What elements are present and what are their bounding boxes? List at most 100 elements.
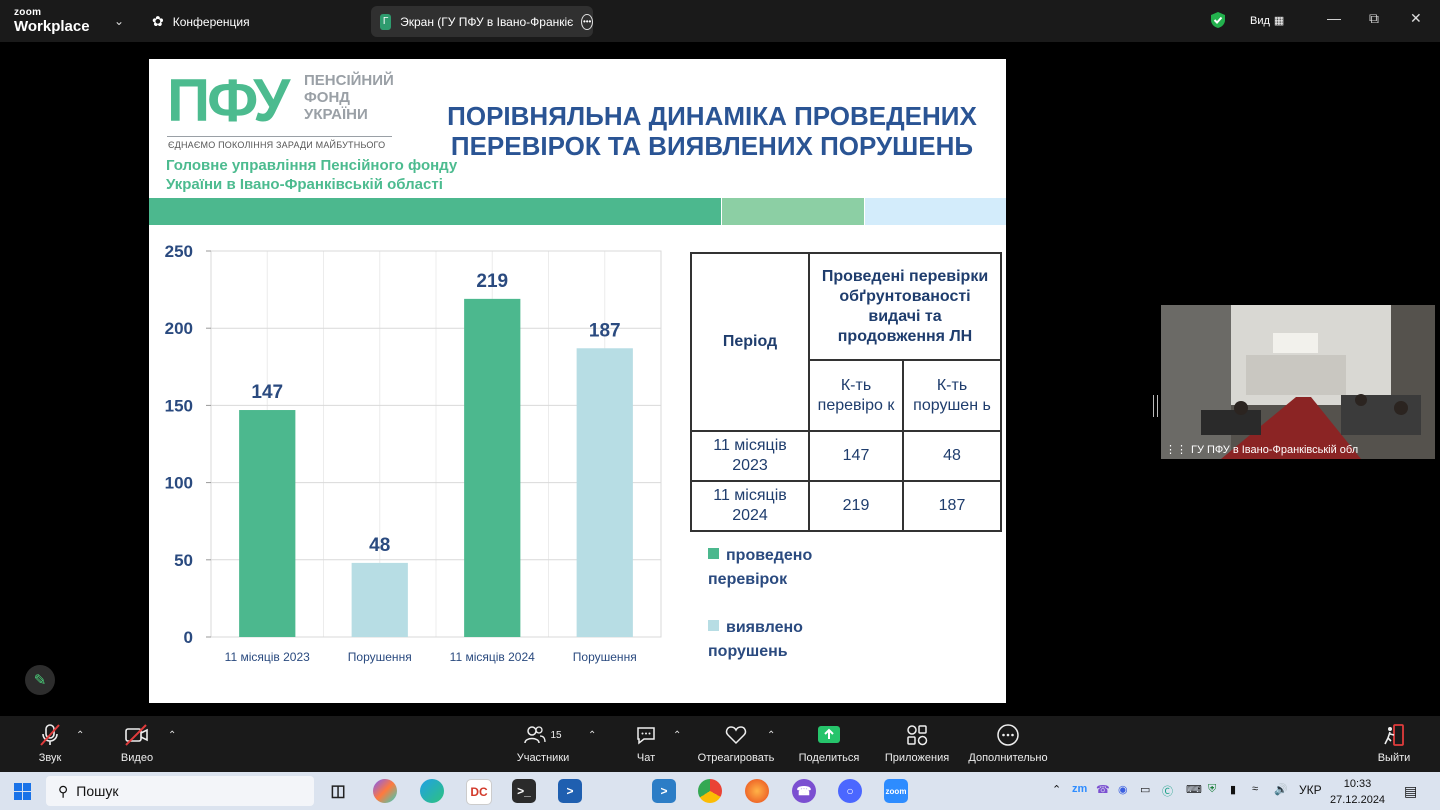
leave-label: Выйти [1377, 752, 1411, 764]
department-name: Головне управління Пенсійного фонду Укра… [166, 156, 457, 194]
document-app-icon[interactable]: DC [466, 779, 492, 805]
participant-video[interactable]: ⋮⋮ ГУ ПФУ в Івано-Франківській обл [1161, 305, 1435, 459]
screen-share-pill[interactable]: Г Экран (ГУ ПФУ в Івано-Франкіє ••• [371, 6, 593, 37]
restore-icon[interactable]: ⧉ [1369, 10, 1379, 26]
audio-options-caret[interactable]: ⌃ [76, 730, 85, 741]
view-grid-icon: ▦ [1273, 15, 1285, 27]
legend-item: виявлено порушень [708, 616, 803, 664]
close-icon[interactable]: ✕ [1410, 10, 1422, 26]
share-title: Экран (ГУ ПФУ в Івано-Франкіє [400, 14, 574, 29]
view-label: Вид [1250, 15, 1270, 27]
chevron-down-icon[interactable]: ⌄ [114, 14, 125, 28]
logo-divider [167, 136, 392, 137]
violations-header: К-ть порушен ь [902, 359, 1002, 432]
powershell-icon[interactable]: > [558, 779, 582, 803]
windows-taskbar: ⚲ Пошук ◫ DC >_ > > ☎ ○ zoom ⌃ zm ☎ ◉ ▭ … [0, 772, 1440, 810]
annotate-pencil-icon[interactable]: ✎ [25, 665, 55, 695]
task-view-icon[interactable]: ◫ [330, 783, 346, 800]
panel-resize-handle[interactable] [1153, 395, 1158, 417]
legend-text: виявлено [726, 619, 803, 636]
share-screen-icon [796, 722, 862, 748]
checks-cell: 147 [808, 430, 904, 482]
pfu-name-line: ПЕНСІЙНИЙ [304, 72, 394, 89]
chrome-icon[interactable] [698, 779, 722, 803]
department-line: України в Івано-Франківській області [166, 176, 443, 193]
taskbar-search[interactable]: ⚲ Пошук [46, 776, 314, 806]
audio-button[interactable]: Звук [30, 722, 70, 764]
copilot-icon[interactable] [373, 779, 397, 803]
x-tick-label: Порушення [573, 650, 637, 664]
remote-shell-icon[interactable]: > [652, 779, 676, 803]
slide-title: ПОРІВНЯЛЬНА ДИНАМІКА ПРОВЕДЕНИХ ПЕРЕВІРО… [432, 101, 992, 161]
tray-keyboard-icon[interactable]: ⌨ [1186, 784, 1202, 796]
react-options-caret[interactable]: ⌃ [767, 730, 776, 741]
share-label: Поделиться [798, 752, 860, 764]
zoom-taskbar-icon[interactable]: zoom [884, 779, 908, 803]
department-line: Головне управління Пенсійного фонду [166, 157, 458, 174]
tray-e-icon[interactable]: Ⓒ [1162, 786, 1173, 798]
apps-button[interactable]: Приложения [880, 722, 954, 764]
legend-swatch [708, 620, 719, 631]
group-header: Проведені перевірки обґрунтованості вида… [808, 251, 1002, 362]
meeting-label: Конференция [172, 14, 250, 29]
share-button[interactable]: Поделиться [796, 722, 862, 764]
header-band-1 [149, 198, 721, 225]
react-button[interactable]: Отреагировать [694, 722, 778, 764]
edge-icon[interactable] [420, 779, 444, 803]
x-tick-label: Порушення [348, 650, 412, 664]
tray-viber-icon[interactable]: ☎ [1096, 784, 1110, 796]
leave-icon [1374, 722, 1414, 748]
pfu-slogan: ЄДНАЄМО ПОКОЛІННЯ ЗАРАДИ МАЙБУТНЬОГО [168, 140, 386, 150]
volume-icon[interactable]: 🔊 [1274, 784, 1288, 796]
video-button[interactable]: Видео [114, 722, 160, 764]
bar-data-label: 219 [476, 271, 508, 292]
y-tick-label: 200 [165, 319, 193, 338]
video-label: Видео [120, 752, 154, 764]
leave-button[interactable]: Выйти [1374, 722, 1414, 764]
sharer-avatar: Г [380, 13, 392, 30]
legend-text: проведено [726, 547, 813, 564]
taskbar-clock[interactable]: 10:33 27.12.2024 [1330, 776, 1385, 808]
tray-battery-icon[interactable]: ▮ [1230, 784, 1237, 796]
chat-options-caret[interactable]: ⌃ [673, 730, 682, 741]
more-icon [962, 722, 1054, 748]
legend-text: порушень [708, 643, 788, 660]
more-options-icon[interactable]: ••• [581, 13, 593, 30]
meeting-info[interactable]: ✿ Конференция [152, 13, 250, 30]
video-options-caret[interactable]: ⌃ [168, 730, 177, 741]
bar-data-label: 187 [589, 320, 621, 341]
participants-options-caret[interactable]: ⌃ [588, 730, 597, 741]
language-indicator[interactable]: УКР [1299, 783, 1322, 797]
viber-icon[interactable]: ☎ [792, 779, 816, 803]
view-button[interactable]: Вид ▦ [1246, 13, 1284, 27]
legend-item: проведено перевірок [708, 544, 812, 592]
chat-label: Чат [636, 752, 656, 764]
participants-count: 15 [550, 729, 562, 741]
participants-button[interactable]: 15 Участники [512, 722, 574, 764]
messenger-icon[interactable]: ○ [838, 779, 862, 803]
mic-muted-icon [30, 722, 70, 748]
bar [351, 562, 408, 637]
zoom-logo: zoom Workplace [14, 8, 90, 35]
violations-cell: 48 [902, 430, 1002, 482]
minimize-icon[interactable]: — [1327, 10, 1341, 26]
tray-screen-icon[interactable]: ▭ [1140, 784, 1151, 796]
chat-button[interactable]: Чат [626, 722, 666, 764]
firefox-icon[interactable] [745, 779, 769, 803]
tray-shield-icon[interactable]: ⛨ [1208, 783, 1217, 795]
clock-time: 10:33 [1343, 778, 1372, 790]
shield-icon[interactable] [1210, 11, 1226, 29]
tray-app-icon[interactable]: ◉ [1118, 784, 1128, 796]
tray-chevron-icon[interactable]: ⌃ [1052, 784, 1062, 796]
checks-cell: 219 [808, 480, 904, 532]
tray-zoom-icon[interactable]: zm [1072, 783, 1088, 795]
audio-label: Звук [38, 752, 62, 764]
windows-start-icon[interactable] [14, 783, 31, 800]
checks-header: К-ть перевіро к [808, 359, 904, 432]
notification-icon[interactable]: ▤ [1404, 783, 1418, 799]
video-frame [1161, 305, 1435, 459]
more-button[interactable]: Дополнительно [962, 722, 1054, 764]
wifi-icon[interactable]: ≈ [1252, 783, 1259, 795]
pfu-logo-name: ПЕНСІЙНИЙ ФОНД УКРАЇНИ [304, 72, 394, 123]
terminal-icon[interactable]: >_ [512, 779, 536, 803]
